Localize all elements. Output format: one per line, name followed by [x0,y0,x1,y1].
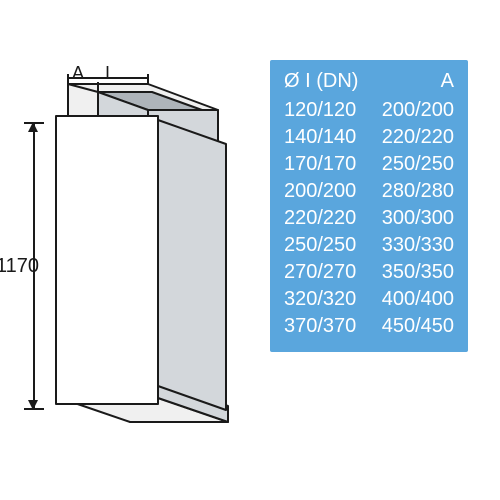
table-row: 200/200 280/280 [284,178,454,205]
cell-dn: 170/170 [284,151,356,178]
cell-dn: 200/200 [284,178,356,205]
cell-a: 400/400 [374,286,454,313]
cell-a: 280/280 [374,178,454,205]
cell-dn: 370/370 [284,313,356,340]
table-row: 270/270 350/350 [284,259,454,286]
cell-dn: 320/320 [284,286,356,313]
table-row: 250/250 330/330 [284,232,454,259]
dimension-height-label: 1170 [0,255,39,278]
table-row: 370/370 450/450 [284,313,454,340]
table-row: 320/320 400/400 [284,286,454,313]
cell-a: 300/300 [374,205,454,232]
table-header: Ø I (DN) A [284,70,454,93]
table-header-dn: Ø I (DN) [284,70,358,93]
cell-a: 200/200 [374,97,454,124]
cell-a: 450/450 [374,313,454,340]
cell-a: 250/250 [374,151,454,178]
cell-a: 220/220 [374,124,454,151]
cell-a: 330/330 [374,232,454,259]
table-row: 170/170 250/250 [284,151,454,178]
cell-dn: 250/250 [284,232,356,259]
dimension-i-label: I [105,63,110,84]
cell-dn: 270/270 [284,259,356,286]
size-table: Ø I (DN) A 120/120200/200140/140220/2201… [270,60,468,352]
table-header-a: A [374,70,454,93]
cell-dn: 120/120 [284,97,356,124]
dimension-a-label: A [72,63,84,84]
cell-dn: 220/220 [284,205,356,232]
table-row: 120/120 200/200 [284,97,454,124]
cell-dn: 140/140 [284,124,356,151]
table-row: 140/140 220/220 [284,124,454,151]
cell-a: 350/350 [374,259,454,286]
table-row: 220/220 300/300 [284,205,454,232]
product-drawing [40,60,240,430]
